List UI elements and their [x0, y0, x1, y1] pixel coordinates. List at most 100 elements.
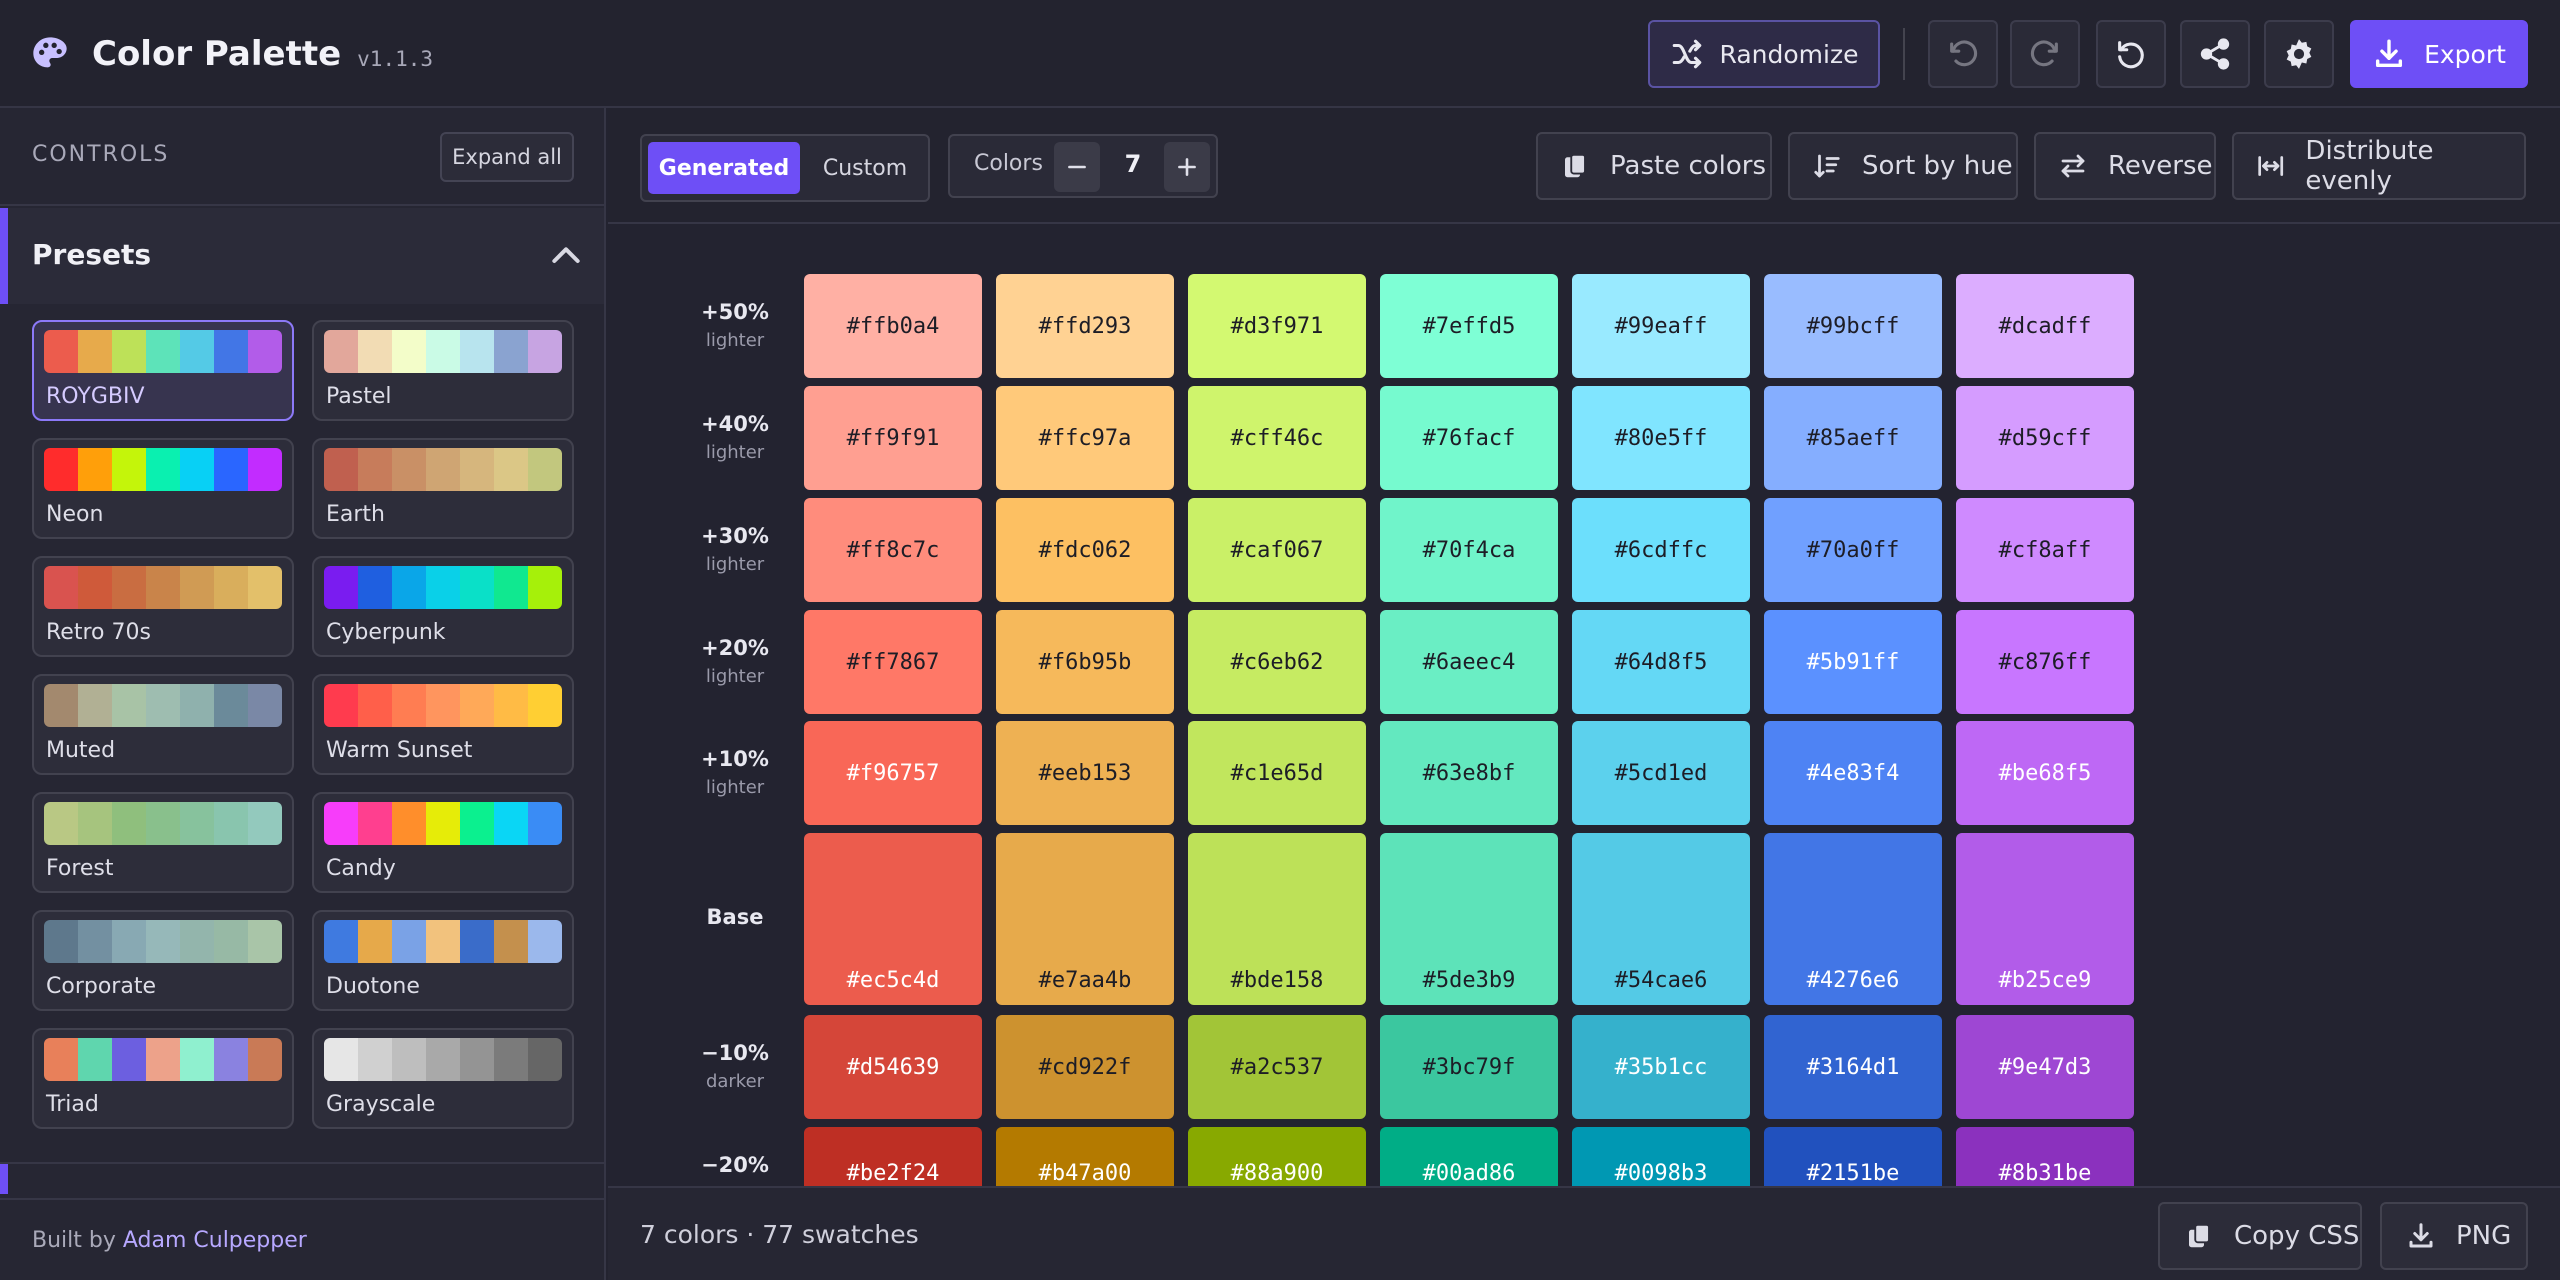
- preset-card[interactable]: Duotone: [312, 910, 574, 1011]
- swatch[interactable]: #c6eb62: [1188, 610, 1366, 714]
- share-button[interactable]: [2180, 20, 2250, 88]
- swatch[interactable]: #dcadff: [1956, 274, 2134, 378]
- base-swatch[interactable]: #bde158: [1188, 833, 1366, 1005]
- swatch[interactable]: #3164d1: [1764, 1015, 1942, 1119]
- swatch[interactable]: #d54639: [804, 1015, 982, 1119]
- swatch[interactable]: #64d8f5: [1572, 610, 1750, 714]
- swatch[interactable]: #5cd1ed: [1572, 721, 1750, 825]
- preset-card[interactable]: Earth: [312, 438, 574, 539]
- base-swatch[interactable]: #e7aa4b: [996, 833, 1174, 1005]
- preset-card[interactable]: Triad: [32, 1028, 294, 1129]
- preset-card[interactable]: Grayscale: [312, 1028, 574, 1129]
- png-button[interactable]: PNG: [2380, 1202, 2528, 1270]
- swatch[interactable]: #d59cff: [1956, 386, 2134, 490]
- swatch[interactable]: #8b31be: [1956, 1127, 2134, 1186]
- base-swatch[interactable]: #54cae6: [1572, 833, 1750, 1005]
- swatch[interactable]: #ffd293: [996, 274, 1174, 378]
- swatch[interactable]: #c876ff: [1956, 610, 2134, 714]
- export-button[interactable]: Export: [2350, 20, 2528, 88]
- undo-icon: [1950, 40, 1978, 67]
- reverse-button[interactable]: Reverse: [2034, 132, 2216, 200]
- decrement-button[interactable]: [1054, 142, 1100, 192]
- swatch[interactable]: #76facf: [1380, 386, 1558, 490]
- preset-card[interactable]: Retro 70s: [32, 556, 294, 657]
- sort-by-hue-button[interactable]: Sort by hue: [1788, 132, 2018, 200]
- presets-section-header[interactable]: Presets: [0, 208, 604, 304]
- expand-all-button[interactable]: Expand all: [440, 132, 574, 182]
- swatch[interactable]: #85aeff: [1764, 386, 1942, 490]
- preset-card[interactable]: Neon: [32, 438, 294, 539]
- swatch[interactable]: #cd922f: [996, 1015, 1174, 1119]
- swatch[interactable]: #f96757: [804, 721, 982, 825]
- mode-custom-button[interactable]: Custom: [822, 155, 908, 181]
- swatch[interactable]: #70f4ca: [1380, 498, 1558, 602]
- colors-count-value: 7: [1124, 150, 1142, 178]
- swatch[interactable]: #2151be: [1764, 1127, 1942, 1186]
- preset-card[interactable]: Warm Sunset: [312, 674, 574, 775]
- randomize-button[interactable]: Randomize: [1648, 20, 1880, 88]
- swatch[interactable]: #6aeec4: [1380, 610, 1558, 714]
- mode-generated-button[interactable]: Generated: [648, 142, 800, 194]
- swatch[interactable]: #be2f24: [804, 1127, 982, 1186]
- swatch[interactable]: #caf067: [1188, 498, 1366, 602]
- swatch[interactable]: #35b1cc: [1572, 1015, 1750, 1119]
- copy-css-button[interactable]: Copy CSS: [2158, 1202, 2362, 1270]
- swatch[interactable]: #f6b95b: [996, 610, 1174, 714]
- paste-colors-button[interactable]: Paste colors: [1536, 132, 1772, 200]
- preset-card[interactable]: Muted: [32, 674, 294, 775]
- swatch[interactable]: #5b91ff: [1764, 610, 1942, 714]
- preset-card[interactable]: Corporate: [32, 910, 294, 1011]
- preset-color-chip: [214, 448, 248, 491]
- base-swatch[interactable]: #4276e6: [1764, 833, 1942, 1005]
- preset-color-chip: [324, 1038, 358, 1081]
- swatch[interactable]: #be68f5: [1956, 721, 2134, 825]
- swatch[interactable]: #99eaff: [1572, 274, 1750, 378]
- swatch[interactable]: #fdc062: [996, 498, 1174, 602]
- undo-button[interactable]: [1928, 20, 1998, 88]
- base-swatch[interactable]: #5de3b9: [1380, 833, 1558, 1005]
- preset-name: Triad: [46, 1092, 99, 1117]
- preset-color-chip: [44, 566, 78, 609]
- swatch[interactable]: #88a900: [1188, 1127, 1366, 1186]
- swatch[interactable]: #9e47d3: [1956, 1015, 2134, 1119]
- preset-card[interactable]: Pastel: [312, 320, 574, 421]
- swatch[interactable]: #cf8aff: [1956, 498, 2134, 602]
- author-link[interactable]: Adam Culpepper: [122, 1228, 307, 1253]
- shuffle-icon: [1672, 39, 1701, 69]
- preset-card[interactable]: Candy: [312, 792, 574, 893]
- swatch[interactable]: #7effd5: [1380, 274, 1558, 378]
- swatch[interactable]: #70a0ff: [1764, 498, 1942, 602]
- swatch[interactable]: #eeb153: [996, 721, 1174, 825]
- preset-name: Forest: [46, 856, 114, 881]
- reset-button[interactable]: [2096, 20, 2166, 88]
- swatch[interactable]: #ffc97a: [996, 386, 1174, 490]
- preset-color-chip: [358, 448, 392, 491]
- swatch[interactable]: #ff7867: [804, 610, 982, 714]
- swatch[interactable]: #00ad86: [1380, 1127, 1558, 1186]
- preset-card[interactable]: ROYGBIV: [32, 320, 294, 421]
- settings-button[interactable]: [2264, 20, 2334, 88]
- swatch[interactable]: #d3f971: [1188, 274, 1366, 378]
- chevron-up-icon[interactable]: [546, 236, 586, 276]
- increment-button[interactable]: [1164, 142, 1210, 192]
- swatch[interactable]: #c1e65d: [1188, 721, 1366, 825]
- swatch[interactable]: #4e83f4: [1764, 721, 1942, 825]
- swatch[interactable]: #a2c537: [1188, 1015, 1366, 1119]
- distribute-evenly-button[interactable]: Distribute evenly: [2232, 132, 2526, 200]
- base-swatch[interactable]: #b25ce9: [1956, 833, 2134, 1005]
- preset-card[interactable]: Cyberpunk: [312, 556, 574, 657]
- swatch[interactable]: #b47a00: [996, 1127, 1174, 1186]
- swatch[interactable]: #3bc79f: [1380, 1015, 1558, 1119]
- swatch[interactable]: #ff9f91: [804, 386, 982, 490]
- swatch[interactable]: #6cdffc: [1572, 498, 1750, 602]
- base-swatch[interactable]: #ec5c4d: [804, 833, 982, 1005]
- swatch[interactable]: #63e8bf: [1380, 721, 1558, 825]
- swatch[interactable]: #80e5ff: [1572, 386, 1750, 490]
- swatch[interactable]: #0098b3: [1572, 1127, 1750, 1186]
- swatch[interactable]: #99bcff: [1764, 274, 1942, 378]
- redo-button[interactable]: [2010, 20, 2080, 88]
- swatch[interactable]: #ffb0a4: [804, 274, 982, 378]
- swatch[interactable]: #cff46c: [1188, 386, 1366, 490]
- preset-card[interactable]: Forest: [32, 792, 294, 893]
- swatch[interactable]: #ff8c7c: [804, 498, 982, 602]
